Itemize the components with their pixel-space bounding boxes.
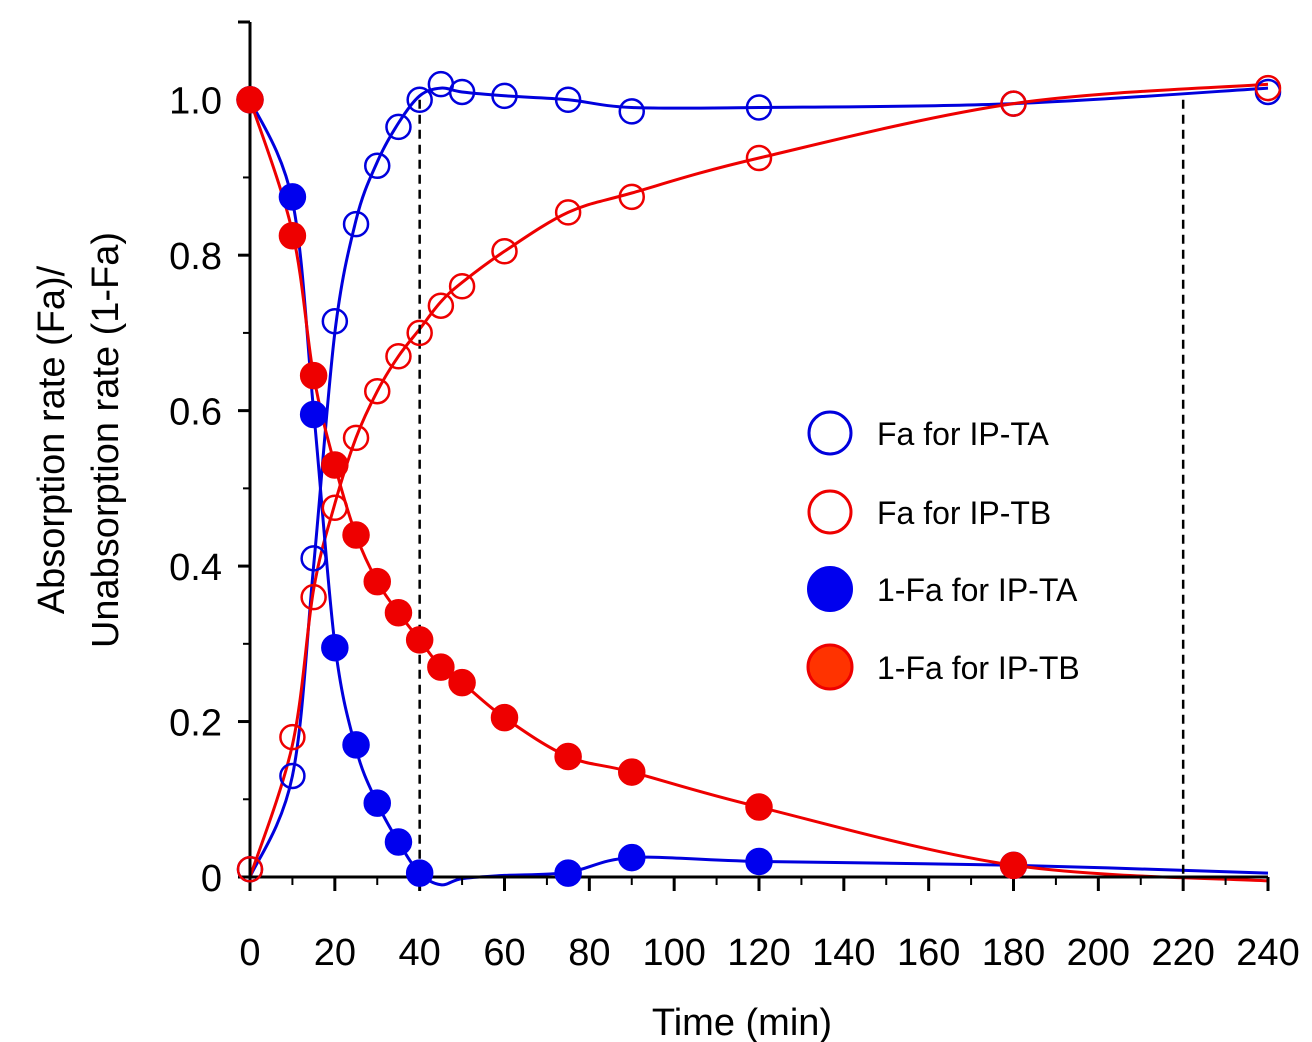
filled-data-point — [745, 847, 773, 876]
legend-label-1fa-ip-tb: 1-Fa for IP-TB — [877, 650, 1080, 686]
x-axis-title: Time (min) — [652, 1002, 832, 1042]
y-tick-label: 1.0 — [169, 81, 222, 123]
legend-marker-fa-ip-tb — [807, 489, 853, 535]
x-tick-label: 180 — [982, 932, 1045, 974]
y-tick-label: 0.2 — [169, 703, 222, 745]
x-tick-label: 80 — [568, 932, 610, 974]
legend-marker-1fa-ip-tb — [806, 643, 854, 691]
legend-item-fa-ip-ta: Fa for IP-TA — [807, 410, 1050, 456]
y-tick-label: 0.8 — [169, 236, 222, 278]
open-data-point — [364, 152, 391, 180]
legend-item-fa-ip-tb: Fa for IP-TB — [807, 489, 1051, 535]
open-data-point — [300, 545, 327, 572]
y-tick-label: 0 — [201, 858, 222, 900]
open-data-point — [554, 199, 582, 226]
open-data-point — [279, 762, 306, 790]
filled-data-point — [427, 653, 455, 681]
y-tick-label: 0.6 — [169, 392, 222, 434]
open-data-point — [385, 342, 412, 370]
filled-data-point — [448, 668, 476, 697]
open-data-point — [1254, 74, 1282, 102]
x-tick-label: 120 — [727, 932, 790, 974]
open-data-point — [427, 292, 455, 319]
open-data-point — [342, 424, 370, 452]
filled-data-point — [299, 361, 328, 390]
open-data-point — [745, 144, 773, 172]
filled-data-point — [999, 851, 1028, 880]
filled-data-point — [618, 843, 646, 872]
open-data-point — [364, 377, 391, 405]
legend-marker-fa-ip-ta — [807, 410, 853, 456]
y-axis-title-line2: Unabsorption rate (1-Fa) — [85, 232, 127, 648]
filled-data-point — [554, 859, 582, 887]
filled-data-point — [384, 828, 413, 856]
filled-data-point — [321, 633, 349, 662]
open-data-point — [618, 183, 645, 211]
open-data-point — [342, 210, 370, 238]
legend-label-fa-ip-ta: Fa for IP-TA — [877, 416, 1050, 452]
fit-curve — [248, 86, 1269, 878]
x-tick-label: 160 — [897, 932, 960, 974]
reference-lines — [418, 99, 1185, 877]
open-data-point — [236, 855, 264, 883]
open-data-point — [321, 308, 349, 335]
open-data-point — [279, 723, 306, 751]
open-data-point — [618, 98, 645, 125]
x-tick-label: 140 — [812, 932, 875, 974]
data-markers — [236, 70, 1282, 887]
filled-data-point — [405, 626, 434, 654]
filled-data-point — [342, 731, 370, 759]
open-data-point — [321, 494, 349, 522]
filled-data-point — [363, 567, 391, 596]
x-tick-label: 240 — [1236, 932, 1299, 974]
open-data-point — [406, 319, 433, 347]
open-data-point — [1000, 90, 1027, 117]
open-data-point — [554, 86, 582, 113]
filled-data-point — [363, 789, 391, 817]
x-tick-label: 60 — [483, 932, 525, 974]
filled-data-point — [405, 859, 434, 887]
filled-data-point — [342, 521, 370, 549]
fit-curves — [248, 82, 1269, 887]
open-data-point — [491, 238, 518, 265]
legend-item-1fa-ip-tb: 1-Fa for IP-TB — [806, 643, 1080, 691]
open-data-point — [406, 86, 433, 113]
legend-label-1fa-ip-ta: 1-Fa for IP-TA — [877, 572, 1078, 608]
legend-marker-1fa-ip-ta — [807, 566, 853, 612]
filled-data-point — [299, 400, 328, 429]
y-axis-title-line1: Absorption rate (Fa)/ — [31, 265, 73, 614]
open-data-point — [745, 94, 773, 121]
legend-item-1fa-ip-ta: 1-Fa for IP-TA — [807, 566, 1078, 612]
open-data-point — [448, 78, 476, 106]
x-tick-label: 0 — [239, 932, 260, 974]
fit-curve — [248, 82, 1269, 878]
legend-label-fa-ip-tb: Fa for IP-TB — [877, 495, 1051, 531]
open-data-point — [491, 82, 518, 110]
open-data-point — [385, 113, 412, 141]
x-tick-label: 200 — [1067, 932, 1130, 974]
legend: Fa for IP-TA Fa for IP-TB 1-Fa for IP-TA… — [806, 410, 1080, 691]
open-data-point — [300, 583, 327, 611]
x-tick-label: 20 — [314, 932, 356, 974]
x-tick-label: 100 — [642, 932, 705, 974]
filled-data-point — [321, 451, 349, 479]
filled-data-point — [278, 222, 307, 250]
y-tick-label: 0.4 — [169, 547, 222, 589]
filled-data-point — [278, 183, 307, 211]
filled-data-point — [554, 742, 582, 771]
x-tick-label: 40 — [399, 932, 441, 974]
filled-data-point — [490, 703, 519, 732]
x-tick-label: 220 — [1151, 932, 1214, 974]
fit-curve — [248, 99, 1269, 887]
filled-data-point — [384, 598, 413, 627]
filled-data-point — [236, 85, 264, 114]
fit-curve — [248, 99, 1269, 883]
filled-data-point — [745, 793, 773, 821]
filled-data-point — [618, 758, 646, 786]
axes: 0 20 40 60 80 100 120 140 160 180 200 220 240 0 0.2 0.4… — [169, 20, 1300, 974]
open-data-point — [448, 273, 476, 300]
